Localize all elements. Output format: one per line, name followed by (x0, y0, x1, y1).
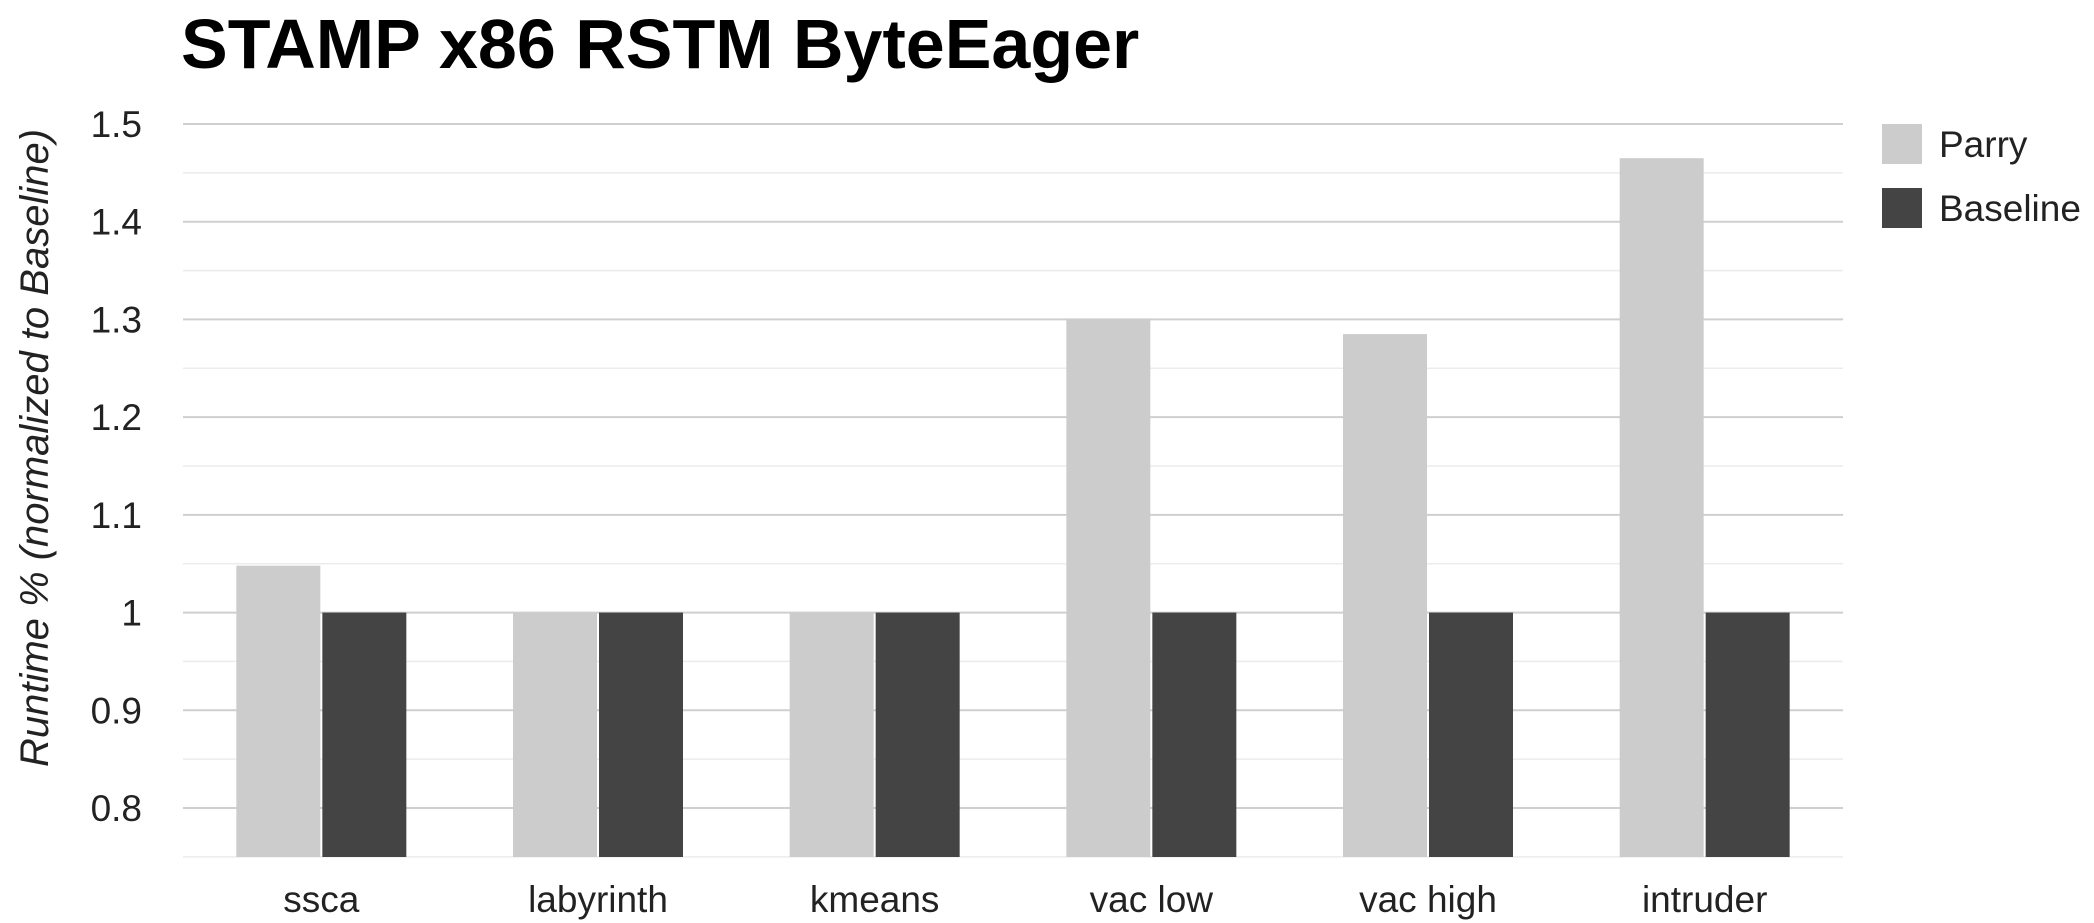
x-category-label: labyrinth (528, 879, 668, 920)
chart-title: STAMP x86 RSTM ByteEager (181, 5, 1140, 83)
legend-label-parry: Parry (1939, 124, 2028, 165)
y-tick-label: 0.9 (91, 690, 142, 731)
bars (236, 158, 1790, 858)
y-tick-label: 1.2 (91, 397, 142, 438)
y-axis-title: Runtime % (normalized to Baseline) (13, 129, 57, 767)
x-axis-categories: ssca labyrinth kmeans vac low vac high intrud… (283, 879, 1767, 920)
bar-baseline-intruder (1705, 612, 1790, 857)
gridlines (183, 123, 1843, 858)
bar-baseline-kmeans (875, 612, 960, 857)
bar-parry-labyrinth (513, 612, 597, 857)
y-axis-ticks: 0.8 0.9 1 1.1 1.2 1.3 1.4 1.5 (91, 104, 142, 829)
bar-baseline-vac-high (1429, 612, 1513, 857)
x-category-label: kmeans (810, 879, 940, 920)
x-category-label: ssca (283, 879, 360, 920)
legend: Parry Baseline (1882, 124, 2081, 229)
y-tick-label: 1.3 (91, 299, 142, 340)
bar-parry-vac-low (1066, 319, 1151, 857)
x-category-label: vac high (1359, 879, 1497, 920)
bar-parry-vac-high (1343, 334, 1427, 858)
bar-parry-ssca (236, 565, 321, 857)
bar-baseline-ssca (322, 612, 407, 857)
x-category-label: vac low (1090, 879, 1214, 920)
bar-baseline-vac-low (1152, 612, 1237, 857)
y-tick-label: 1.1 (91, 495, 142, 536)
legend-swatch-parry (1882, 124, 1922, 164)
x-category-label: intruder (1642, 879, 1767, 920)
bar-parry-intruder (1619, 158, 1704, 857)
legend-label-baseline: Baseline (1939, 188, 2081, 229)
legend-swatch-baseline (1882, 188, 1922, 228)
bar-parry-kmeans (789, 612, 874, 857)
y-tick-label: 1 (121, 593, 142, 634)
bar-baseline-labyrinth (599, 612, 683, 857)
y-tick-label: 1.4 (91, 202, 142, 243)
y-tick-label: 0.8 (91, 788, 142, 829)
y-tick-label: 1.5 (91, 104, 142, 145)
